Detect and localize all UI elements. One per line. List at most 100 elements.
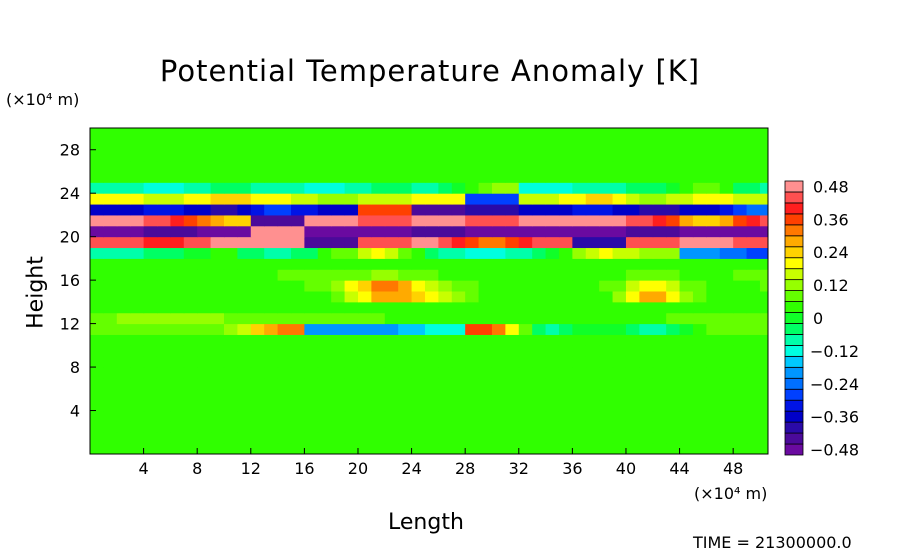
heatmap-cell — [706, 421, 721, 433]
heatmap-cell — [625, 421, 640, 433]
heatmap-cell — [143, 291, 158, 303]
heatmap-cell — [116, 171, 131, 183]
heatmap-cell — [505, 388, 520, 401]
heatmap-cell — [733, 334, 748, 346]
heatmap-cell — [237, 160, 252, 172]
heatmap-cell — [465, 367, 480, 379]
heatmap-cell — [666, 138, 681, 151]
heatmap-cell — [692, 356, 707, 368]
heatmap-cell — [532, 182, 547, 194]
heatmap-cell — [384, 280, 399, 292]
heatmap-cell — [625, 214, 640, 227]
heatmap-cell — [357, 182, 372, 194]
heatmap-cell — [264, 214, 279, 227]
heatmap-cell — [572, 182, 587, 194]
y-tick-label: 20 — [60, 228, 80, 247]
heatmap-cell — [719, 367, 734, 379]
heatmap-cell — [237, 356, 252, 368]
heatmap-cell — [545, 269, 560, 281]
heatmap-cell — [438, 236, 453, 249]
heatmap-cell — [491, 182, 506, 194]
heatmap-cell — [733, 345, 748, 357]
heatmap-cell — [491, 356, 506, 368]
heatmap-cell — [625, 388, 640, 401]
heatmap-cell — [612, 356, 627, 368]
heatmap-cell — [90, 323, 104, 335]
heatmap-cell — [424, 301, 439, 314]
heatmap-cell — [706, 193, 721, 205]
heatmap-cell — [331, 236, 346, 249]
heatmap-cell — [518, 345, 533, 357]
heatmap-cell — [130, 421, 145, 433]
heatmap-cell — [237, 204, 252, 216]
heatmap-cell — [156, 149, 171, 162]
heatmap-cell — [666, 323, 681, 335]
heatmap-cell — [545, 410, 560, 422]
heatmap-cell — [290, 388, 305, 401]
heatmap-cell — [250, 247, 265, 259]
heatmap-cell — [116, 236, 131, 249]
heatmap-cell — [451, 204, 466, 216]
heatmap-cell — [250, 160, 265, 172]
heatmap-cell — [384, 443, 399, 455]
x-tick-label: 24 — [401, 459, 421, 478]
heatmap-cell — [143, 443, 158, 455]
heatmap-cell — [344, 160, 359, 172]
heatmap-cell — [491, 399, 506, 412]
heatmap-cell — [130, 182, 145, 194]
heatmap-cell — [130, 367, 145, 379]
heatmap-cell — [733, 225, 748, 238]
heatmap-cell — [478, 193, 493, 205]
heatmap-cell — [625, 128, 640, 140]
heatmap-cell — [344, 312, 359, 325]
heatmap-cell — [210, 443, 225, 455]
heatmap-cell — [746, 225, 761, 238]
heatmap-cell — [652, 171, 667, 183]
heatmap-cell — [733, 291, 748, 303]
heatmap-cell — [505, 138, 520, 151]
heatmap-cell — [625, 432, 640, 444]
heatmap-cell — [451, 443, 466, 455]
heatmap-cell — [679, 225, 694, 238]
heatmap-cell — [264, 301, 279, 314]
heatmap-cell — [639, 236, 654, 249]
heatmap-cell — [532, 323, 547, 335]
heatmap-cell — [210, 171, 225, 183]
heatmap-cell — [130, 345, 145, 357]
heatmap-cell — [130, 323, 145, 335]
heatmap-cell — [183, 182, 198, 194]
heatmap-cell — [223, 280, 238, 292]
heatmap-cell — [130, 214, 145, 227]
heatmap-cell — [746, 377, 761, 390]
heatmap-cell — [465, 160, 480, 172]
heatmap-cell — [505, 356, 520, 368]
heatmap-cell — [210, 225, 225, 238]
heatmap-cell — [679, 410, 694, 422]
heatmap-cell — [639, 312, 654, 325]
heatmap-cell — [599, 421, 614, 433]
heatmap-cell — [304, 291, 319, 303]
heatmap-cell — [210, 182, 225, 194]
heatmap-cell — [183, 367, 198, 379]
heatmap-cell — [90, 160, 104, 172]
heatmap-cell — [465, 377, 480, 390]
heatmap-cell — [210, 236, 225, 249]
heatmap-cell — [130, 128, 145, 140]
heatmap-cell — [183, 312, 198, 325]
heatmap-cell — [143, 399, 158, 412]
heatmap-cell — [170, 367, 185, 379]
heatmap-cell — [706, 323, 721, 335]
heatmap-cell — [304, 193, 319, 205]
heatmap-cell — [357, 432, 372, 444]
heatmap-cell — [143, 236, 158, 249]
heatmap-cell — [170, 345, 185, 357]
heatmap-cell — [317, 171, 332, 183]
heatmap-cell — [130, 301, 145, 314]
heatmap-cell — [625, 399, 640, 412]
heatmap-cell — [130, 236, 145, 249]
heatmap-cell — [572, 432, 587, 444]
heatmap-cell — [545, 356, 560, 368]
heatmap-cell — [679, 334, 694, 346]
